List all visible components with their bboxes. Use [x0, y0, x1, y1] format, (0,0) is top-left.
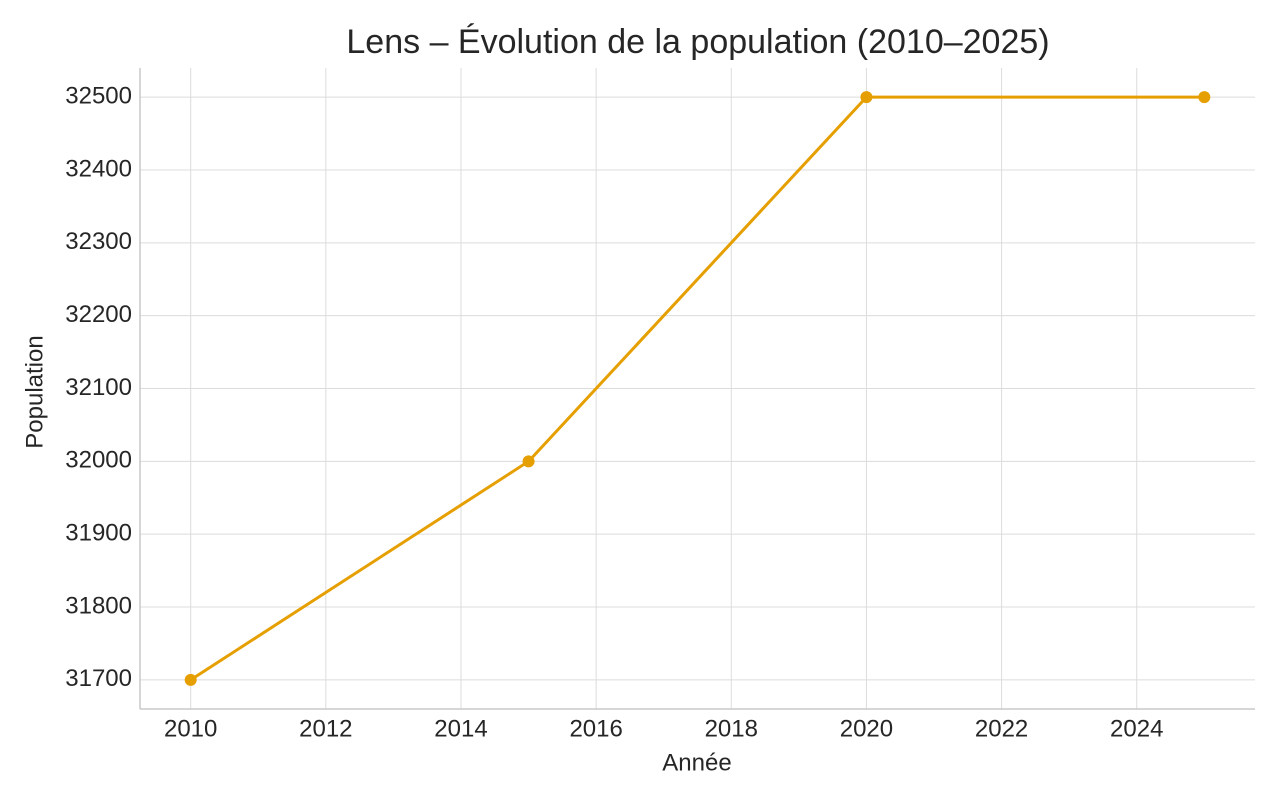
y-tick-label: 32300 [65, 228, 132, 255]
marker [1198, 91, 1211, 104]
y-tick-label: 32400 [65, 155, 132, 182]
y-tick-label: 32200 [65, 301, 132, 328]
x-tick-label: 2014 [434, 715, 487, 742]
x-tick-label: 2018 [705, 715, 758, 742]
line [189, 95, 1205, 682]
marker [860, 91, 873, 104]
y-tick-label: 32500 [65, 82, 132, 109]
marker [184, 673, 197, 686]
x-tick-label: 2010 [164, 715, 217, 742]
y-tick-label: 31900 [65, 520, 132, 547]
x-tick-label: 2020 [840, 715, 893, 742]
y-tick-label: 32100 [65, 374, 132, 401]
y-tick-label: 31700 [65, 665, 132, 692]
marker [522, 455, 535, 468]
x-tick-label: 2012 [299, 715, 352, 742]
x-tick-label: 2022 [975, 715, 1028, 742]
y-axis-label: Population [21, 335, 48, 448]
chart-title: Lens – Évolution de la population (2010–… [346, 23, 1049, 61]
x-tick-label: 2016 [569, 715, 622, 742]
y-tick-label: 32000 [65, 447, 132, 474]
x-tick-label: 2024 [1110, 715, 1163, 742]
x-axis-label: Année [662, 749, 731, 776]
y-tick-label: 31800 [65, 592, 132, 619]
